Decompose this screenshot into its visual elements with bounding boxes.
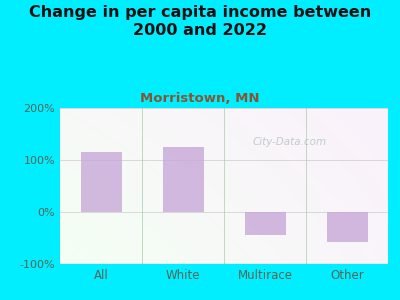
Text: City-Data.com: City-Data.com — [252, 137, 327, 147]
Bar — [80, 152, 122, 212]
Text: Change in per capita income between
2000 and 2022: Change in per capita income between 2000… — [29, 4, 371, 38]
Bar — [244, 212, 286, 236]
Text: Morristown, MN: Morristown, MN — [140, 92, 260, 104]
Bar — [326, 212, 368, 242]
Bar — [162, 147, 204, 212]
